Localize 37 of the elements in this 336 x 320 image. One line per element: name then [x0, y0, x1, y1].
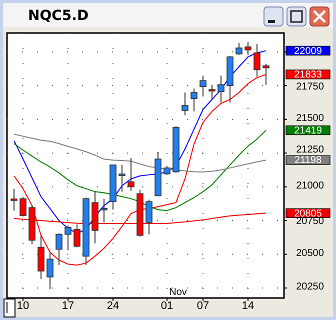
candlestick: [128, 157, 134, 192]
text: 21833: [294, 70, 322, 81]
candlestick: [10, 188, 18, 212]
text: 21198: [294, 155, 322, 166]
y-tick-label: 21750: [296, 81, 324, 92]
text: 21419: [294, 125, 322, 136]
candlestick: [208, 84, 216, 100]
candlestick: [46, 252, 54, 290]
x-tick-label: 10: [16, 300, 30, 312]
text: 22009: [294, 46, 322, 57]
y-tick-label: 21500: [296, 112, 324, 124]
candlestick: [74, 224, 80, 248]
candlestick: [64, 224, 72, 251]
candlestick: [118, 164, 126, 192]
candlestick: [56, 232, 62, 266]
x-tick-label: 14: [242, 300, 254, 312]
x-tick-label: 01: [160, 300, 174, 312]
candlestick: [20, 196, 26, 218]
y-tick-label: 21250: [296, 144, 324, 156]
line-series: [14, 74, 266, 266]
y-tick-label: 20750: [296, 216, 324, 228]
candlestick: [244, 42, 252, 56]
candlestick: [236, 42, 242, 56]
x-tick-label: 07: [196, 300, 210, 312]
candlestick: [182, 92, 188, 116]
y-tick-label: 20250: [296, 282, 324, 293]
annotation: Nov: [169, 287, 187, 298]
x-tick-label: 17: [62, 300, 74, 312]
candlestick: [190, 88, 198, 112]
x-tick-label: 24: [106, 300, 120, 312]
y-tick-label: 21000: [296, 180, 324, 192]
y-tick-label: 20500: [296, 248, 324, 259]
chart-title: NQC5.D: [28, 8, 89, 24]
candlestick: [218, 75, 224, 103]
candlestick: [146, 199, 152, 235]
candlestick: [100, 198, 108, 223]
candlestick: [200, 75, 206, 98]
